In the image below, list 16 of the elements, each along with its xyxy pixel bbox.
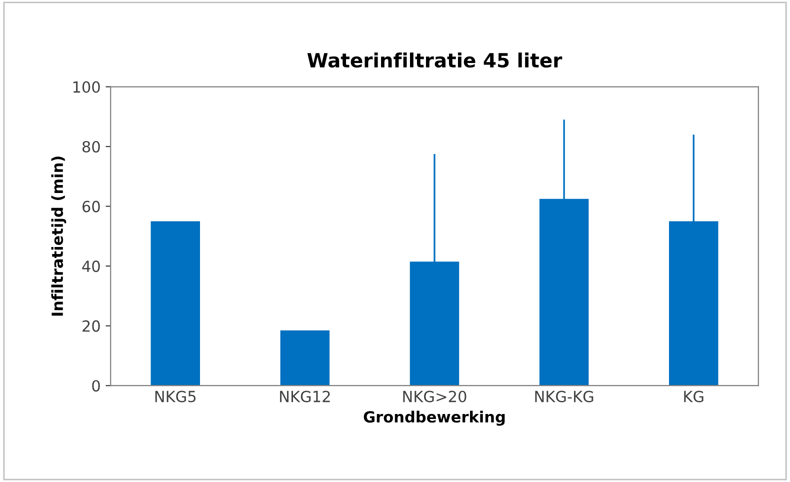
x-tick-label: NKG-KG (535, 390, 594, 402)
y-tick-label: 40 (82, 260, 100, 272)
x-tick-label: NKG5 (155, 390, 196, 402)
x-tick-label: NKG12 (280, 390, 330, 402)
y-tick-label: 20 (82, 320, 100, 332)
chart-title: Waterinfiltratie 45 liter (307, 52, 562, 68)
y-tick-label: 80 (82, 140, 100, 153)
x-tick-label: NKG>20 (403, 390, 466, 402)
y-tick-label: 0 (92, 380, 100, 392)
bar (150, 221, 200, 386)
y-axis-title: Infiltratietijd (min) (51, 156, 66, 316)
y-tick-label: 100 (73, 81, 100, 93)
x-tick-label: KG (684, 390, 704, 402)
x-axis-title: Grondbewerking (364, 410, 505, 426)
bar (280, 330, 330, 386)
y-tick-label: 60 (82, 200, 100, 212)
